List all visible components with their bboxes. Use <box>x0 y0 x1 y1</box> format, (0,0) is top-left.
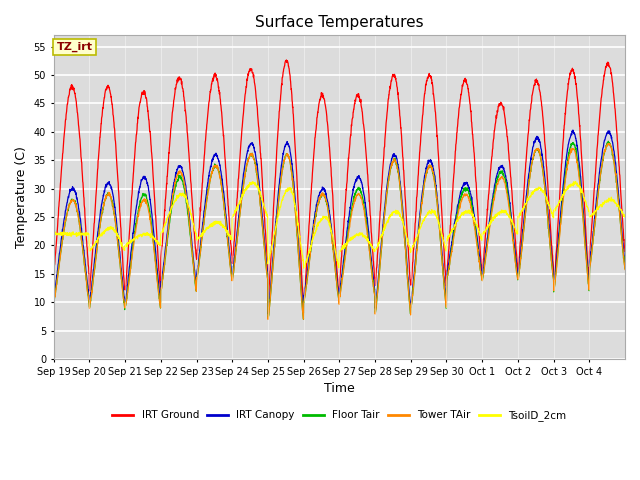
Text: TZ_irt: TZ_irt <box>56 42 93 52</box>
Y-axis label: Temperature (C): Temperature (C) <box>15 146 28 248</box>
Legend: IRT Ground, IRT Canopy, Floor Tair, Tower TAir, TsoilD_2cm: IRT Ground, IRT Canopy, Floor Tair, Towe… <box>108 406 570 425</box>
Title: Surface Temperatures: Surface Temperatures <box>255 15 424 30</box>
X-axis label: Time: Time <box>324 382 355 395</box>
